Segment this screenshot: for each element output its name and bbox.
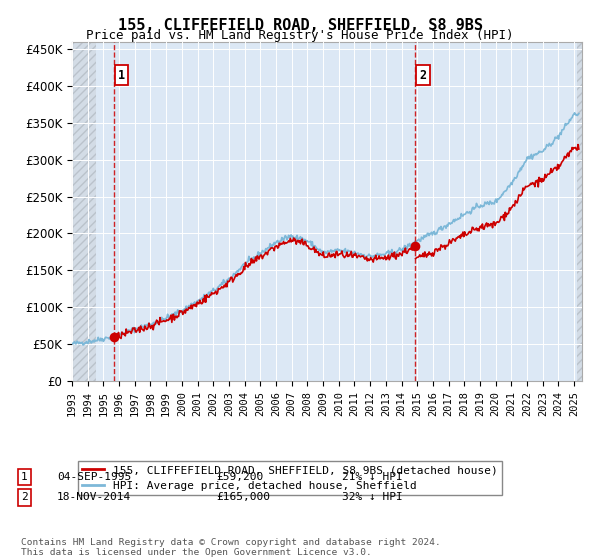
Bar xyxy=(577,42,582,381)
Text: 2: 2 xyxy=(419,69,427,82)
Bar xyxy=(72,42,95,381)
Text: 04-SEP-1995: 04-SEP-1995 xyxy=(57,472,131,482)
Text: 21% ↓ HPI: 21% ↓ HPI xyxy=(342,472,403,482)
Legend: 155, CLIFFEFIELD ROAD, SHEFFIELD, S8 9BS (detached house), HPI: Average price, d: 155, CLIFFEFIELD ROAD, SHEFFIELD, S8 9BS… xyxy=(77,461,502,496)
Text: 32% ↓ HPI: 32% ↓ HPI xyxy=(342,492,403,502)
Text: £59,200: £59,200 xyxy=(216,472,263,482)
Text: 1: 1 xyxy=(118,69,125,82)
Text: Contains HM Land Registry data © Crown copyright and database right 2024.
This d: Contains HM Land Registry data © Crown c… xyxy=(21,538,441,557)
Text: £165,000: £165,000 xyxy=(216,492,270,502)
Text: 1: 1 xyxy=(21,472,28,482)
Text: Price paid vs. HM Land Registry's House Price Index (HPI): Price paid vs. HM Land Registry's House … xyxy=(86,29,514,42)
Text: 18-NOV-2014: 18-NOV-2014 xyxy=(57,492,131,502)
Text: 2: 2 xyxy=(21,492,28,502)
Text: 155, CLIFFEFIELD ROAD, SHEFFIELD, S8 9BS: 155, CLIFFEFIELD ROAD, SHEFFIELD, S8 9BS xyxy=(118,18,482,33)
